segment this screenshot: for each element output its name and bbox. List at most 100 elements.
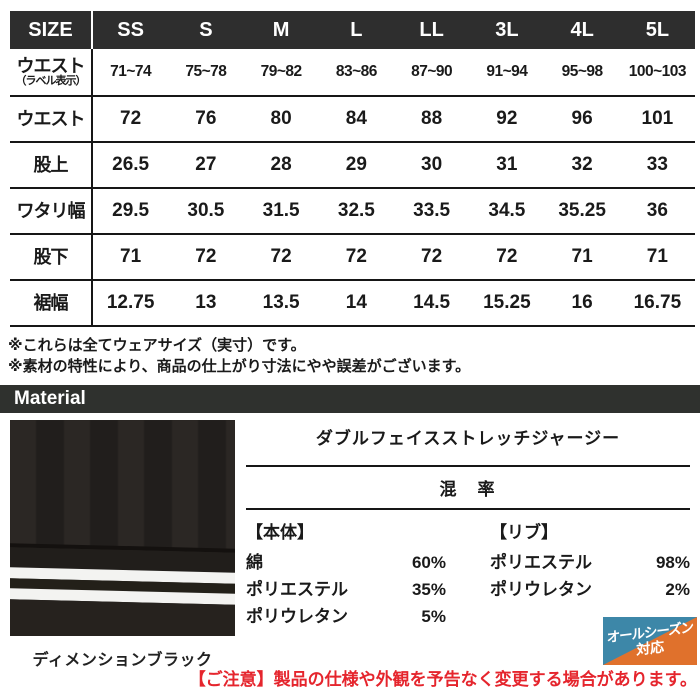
size-col-ss: SS [117, 18, 144, 41]
fabric-rib-cuff [10, 543, 235, 636]
caution-note: 【ご注意】製品の仕様や外観を予告なく変更する場合があります。 [188, 670, 697, 689]
row-label-sub: （ラベル表示） [15, 74, 87, 87]
table-row-inseam: 股下 71 72 72 72 72 72 71 71 [10, 233, 695, 279]
component-row: 綿 60% [246, 549, 446, 576]
body-part-label: 【本体】 [246, 523, 314, 542]
blend-ratio-title: 混 率 [439, 480, 497, 499]
cell-value: 30.5 [187, 200, 225, 221]
color-name-caption: ディメンションブラック [32, 652, 213, 669]
table-row-thigh-width: ワタリ幅 29.5 30.5 31.5 32.5 33.5 34.5 35.25… [10, 187, 695, 233]
size-col-l: L [350, 18, 363, 41]
cell-value: 75~78 [185, 63, 227, 80]
all-season-badge: オールシーズン 対応 [603, 617, 697, 665]
cell-value: 36 [646, 200, 668, 221]
row-label-main: ウエスト [16, 55, 86, 76]
badge-text-line2: 対応 [636, 638, 665, 658]
size-chart-table: SIZE SS S M L LL 3L 4L 5L ウエスト （ラベル表示） 7… [10, 11, 695, 327]
cell-value: 27 [195, 154, 217, 175]
cell-value: 30 [421, 154, 443, 175]
row-label: ウエスト （ラベル表示） [10, 49, 93, 95]
component-name: ポリウレタン [246, 607, 348, 626]
component-name: ポリエステル [490, 553, 592, 572]
material-section-header: Material [0, 385, 700, 413]
size-col-4l: 4L [570, 18, 594, 41]
component-pct: 98% [655, 553, 690, 572]
cell-value: 13.5 [262, 292, 300, 313]
component-row: ポリウレタン 5% [246, 603, 446, 630]
cell-value: 87~90 [411, 63, 453, 80]
cell-value: 29.5 [112, 200, 150, 221]
note-actual-size: ※これらは全てウェアサイズ（実寸）です。 [8, 337, 306, 354]
cell-value: 95~98 [561, 63, 604, 80]
row-label: 裾幅 [10, 281, 93, 325]
cell-value: 16.75 [633, 292, 682, 313]
size-chart-header-row: SIZE SS S M L LL 3L 4L 5L [10, 11, 695, 49]
body-blend-column: 【本体】 綿 60% ポリエステル 35% ポリウレタン 5% [246, 518, 446, 630]
table-row-hem-width: 裾幅 12.75 13 13.5 14 14.5 15.25 16 16.75 [10, 279, 695, 325]
cell-value: 14 [345, 292, 367, 313]
size-col-m: M [272, 18, 290, 41]
cell-value: 83~86 [335, 63, 378, 80]
cell-value: 34.5 [488, 200, 526, 221]
cell-value: 16 [571, 292, 593, 313]
table-row-rise: 股上 26.5 27 28 29 30 31 32 33 [10, 141, 695, 187]
cell-value: 72 [345, 246, 367, 267]
material-section-title: Material [14, 388, 86, 409]
cell-value: 88 [421, 108, 443, 129]
cell-value: 76 [195, 108, 217, 129]
cell-value: 72 [195, 246, 217, 267]
component-pct: 60% [411, 553, 446, 572]
row-label: 股下 [10, 235, 93, 279]
component-pct: 35% [411, 580, 446, 599]
cell-value: 84 [345, 108, 367, 129]
cell-value: 72 [496, 246, 518, 267]
cell-value: 13 [195, 292, 217, 313]
cell-value: 91~94 [486, 63, 528, 80]
divider [246, 465, 690, 467]
cell-value: 29 [345, 154, 367, 175]
cell-value: 71 [571, 246, 593, 267]
fabric-body [10, 420, 235, 550]
cell-value: 100~103 [628, 63, 687, 80]
cell-value: 72 [270, 246, 292, 267]
fabric-name: ダブルフェイスストレッチジャージー [315, 429, 621, 448]
cell-value: 71~74 [110, 63, 152, 80]
cell-value: 32 [571, 154, 593, 175]
cell-value: 72 [120, 108, 142, 129]
fabric-swatch-image [10, 420, 235, 636]
rib-blend-column: 【リブ】 ポリエステル 98% ポリウレタン 2% [490, 518, 690, 630]
component-row: ポリウレタン 2% [490, 576, 690, 603]
cell-value: 92 [496, 108, 518, 129]
row-label: 股上 [10, 143, 93, 187]
cell-value: 31 [496, 154, 518, 175]
cell-value: 26.5 [112, 154, 150, 175]
cell-value: 31.5 [262, 200, 300, 221]
size-col-5l: 5L [645, 18, 670, 41]
cell-value: 80 [270, 108, 292, 129]
cell-value: 12.75 [106, 292, 155, 313]
cell-value: 35.25 [558, 200, 606, 221]
size-col-3l: 3L [495, 18, 519, 41]
note-tolerance: ※素材の特性により、商品の仕上がり寸法にやや誤差がございます。 [8, 358, 471, 375]
component-name: 綿 [246, 553, 263, 572]
cell-value: 71 [646, 246, 668, 267]
component-pct: 2% [665, 580, 690, 599]
table-row-waist: ウエスト 72 76 80 84 88 92 96 101 [10, 95, 695, 141]
cell-value: 101 [641, 108, 674, 129]
size-notes: ※これらは全てウェアサイズ（実寸）です。 ※素材の特性により、商品の仕上がり寸法… [8, 335, 470, 377]
rib-part-label: 【リブ】 [490, 523, 558, 542]
row-label: ウエスト [10, 97, 93, 141]
size-header-cell: SIZE [10, 11, 93, 49]
table-row-waist-label: ウエスト （ラベル表示） 71~74 75~78 79~82 83~86 87~… [10, 49, 695, 95]
cell-value: 32.5 [337, 200, 375, 221]
component-row: ポリエステル 35% [246, 576, 446, 603]
cell-value: 33 [646, 154, 668, 175]
component-pct: 5% [421, 607, 446, 626]
component-name: ポリエステル [246, 580, 348, 599]
material-info: ダブルフェイスストレッチジャージー 混 率 【本体】 綿 60% ポリエステル … [246, 424, 690, 630]
cell-value: 14.5 [413, 292, 451, 313]
cell-value: 71 [120, 246, 142, 267]
row-label: ワタリ幅 [10, 189, 93, 233]
cell-value: 33.5 [413, 200, 451, 221]
